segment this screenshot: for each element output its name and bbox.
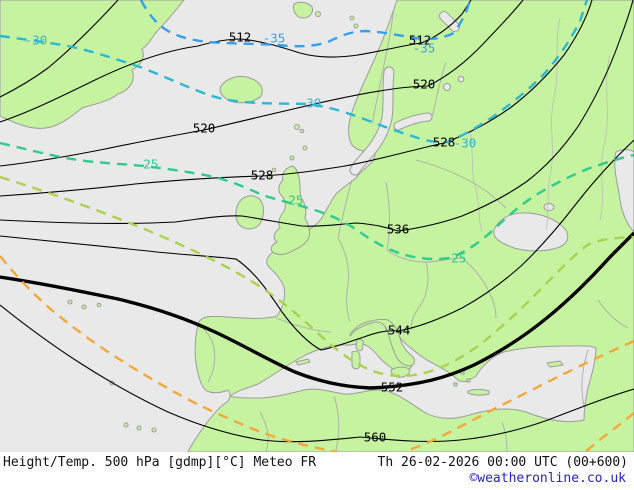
island-speck: [293, 1, 313, 19]
island-speck: [299, 128, 305, 134]
balearic-islands: [295, 358, 311, 366]
sea-of-azov: [543, 203, 555, 211]
isotherm-minus35-line: [139, 0, 472, 48]
island-speck: [294, 124, 300, 130]
lake: [443, 83, 451, 91]
height-contour-label: 520: [413, 77, 436, 92]
height-contour-label: 512: [409, 33, 432, 48]
temperature-label: -35: [413, 41, 436, 56]
great-britain-island: [270, 165, 311, 255]
temperature-label: -25: [444, 251, 467, 266]
weather-map: 512 512 520 520 528 528 536 544 552 560 -30 -30 -30 -…: [0, 0, 634, 453]
island-speck: [136, 425, 142, 431]
temperature-isotherms: [0, 0, 634, 453]
temperature-label: -25: [136, 157, 159, 172]
black-sea: [493, 212, 569, 252]
height-contour-label: 528: [251, 168, 274, 183]
height-contour-label: 528: [433, 135, 456, 150]
island-speck: [96, 302, 102, 308]
ireland-island: [235, 195, 264, 230]
iceland-landmass: [219, 75, 263, 104]
copyright-text: ©weatheronline.co.uk: [469, 471, 626, 486]
caption-row-copyright: ©weatheronline.co.uk: [0, 470, 634, 486]
cyprus-island: [546, 360, 564, 368]
chart-title: Height/Temp. 500 hPa [gdmp][°C] Meteo FR: [3, 455, 317, 470]
map-label-layer: 512 512 520 520 528 528 536 544 552 560 -30 -30 -30 -…: [25, 30, 477, 445]
island-speck: [67, 299, 73, 305]
island-speck: [123, 422, 129, 428]
crete-island: [467, 389, 490, 396]
island-speck: [466, 378, 471, 383]
mediterranean-land-layer: [295, 319, 564, 396]
height-contour-label: 560: [364, 430, 387, 445]
height-contour-528: [0, 0, 593, 197]
temperature-label: -25: [281, 193, 304, 208]
height-contour-512: [0, 0, 472, 123]
isotherm-orange-line-corner: [584, 412, 634, 453]
height-contour-label: 552: [381, 380, 404, 395]
isotherm-minus25-line: [0, 141, 634, 261]
white-sea: [440, 12, 459, 31]
island-speck: [315, 11, 321, 17]
island-speck: [453, 382, 458, 387]
height-contour-504: [0, 0, 119, 98]
italy-peninsula: [349, 319, 415, 367]
rivers: [469, 17, 611, 233]
height-contour-560: [0, 304, 634, 443]
land-layer: [0, 0, 634, 453]
island-speck: [271, 167, 277, 173]
height-contours: [0, 0, 634, 443]
caspian-sea: [614, 149, 634, 233]
height-contour-544: [0, 139, 634, 351]
caption-bar: Height/Temp. 500 hPa [gdmp][°C] Meteo FR…: [0, 452, 634, 490]
island-speck: [81, 304, 87, 310]
isotherm-minus30-line: [0, 0, 589, 144]
corsica-island: [355, 338, 364, 352]
height-contour-label: 512: [229, 30, 252, 45]
isotherm-yellow-green-line: [0, 175, 634, 378]
greenland-landmass: [0, 0, 185, 129]
gulf-of-finland: [394, 113, 432, 130]
island-speck: [151, 427, 157, 433]
valid-datetime: Th 26-02-2026 00:00 UTC (00+600): [377, 455, 628, 470]
caption-row: Height/Temp. 500 hPa [gdmp][°C] Meteo FR…: [0, 452, 634, 470]
height-contour-label: 544: [388, 323, 411, 338]
height-contour-552-thick: [0, 231, 634, 390]
island-speck: [349, 15, 355, 21]
island-speck: [353, 23, 359, 29]
country-borders: [197, 7, 629, 453]
temperature-label: -35: [263, 31, 286, 46]
mainland-landmass: [187, 0, 634, 453]
temperature-label: -30: [454, 136, 477, 151]
isotherm-orange-line-southeast: [403, 339, 634, 453]
height-contour-536: [0, 0, 634, 232]
island-speck: [302, 145, 308, 151]
height-contour-label: 520: [193, 121, 216, 136]
isotherm-orange-line-southwest: [0, 255, 339, 453]
height-contour-label: 536: [387, 222, 410, 237]
temperature-label: -30: [299, 96, 322, 111]
lake: [457, 75, 465, 83]
temperature-label: -30: [25, 33, 48, 48]
sardinia-island: [351, 350, 361, 370]
island-speck: [289, 155, 295, 161]
